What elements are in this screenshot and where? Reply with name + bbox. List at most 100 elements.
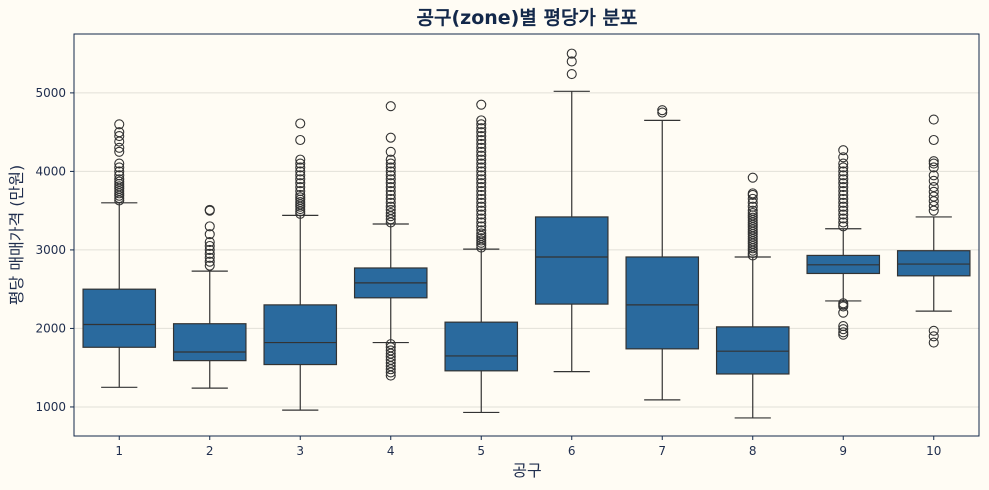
outlier-point <box>476 205 487 216</box>
chart-title: 공구(zone)별 평당가 분포 <box>417 7 638 29</box>
outlier-point <box>114 170 125 181</box>
outlier-point <box>204 204 215 215</box>
outlier-point <box>114 136 125 147</box>
outlier-point <box>114 127 125 138</box>
outlier-point <box>476 174 487 185</box>
outlier-point <box>476 134 487 146</box>
outlier-point <box>385 146 396 157</box>
outlier-point <box>114 119 125 130</box>
outlier-point <box>295 192 306 203</box>
outlier-point <box>385 174 396 185</box>
outlier-point <box>476 138 487 149</box>
outlier-point <box>295 196 306 208</box>
outlier-point <box>204 256 215 267</box>
box-iqr <box>444 321 519 372</box>
outlier-point <box>838 298 849 309</box>
outlier-point <box>476 228 487 239</box>
outlier-point <box>385 342 396 353</box>
outlier-point <box>385 101 396 112</box>
outlier-point <box>657 107 668 118</box>
outlier-point <box>928 158 939 169</box>
y-tick-label: 3000 <box>35 243 66 257</box>
outlier-point <box>838 145 849 156</box>
y-axis-label: 평당 매매가격 (만원) <box>7 165 26 305</box>
box-iqr <box>534 216 609 305</box>
outlier-point <box>928 186 939 197</box>
outlier-point <box>295 174 306 185</box>
outlier-point <box>838 221 849 232</box>
outlier-point <box>566 48 577 59</box>
outlier-point <box>204 221 215 232</box>
outlier-point <box>838 205 849 216</box>
outlier-point <box>838 209 849 220</box>
box-group-6 <box>534 48 609 373</box>
outlier-point <box>476 201 487 212</box>
outlier-point <box>114 146 125 157</box>
outlier-point <box>476 131 487 142</box>
outlier-point <box>476 127 487 138</box>
box-group-8 <box>715 172 790 419</box>
outlier-point <box>114 158 125 169</box>
box-group-2 <box>172 204 247 389</box>
outlier-point <box>476 115 487 126</box>
outlier-point <box>838 197 849 208</box>
outlier-point <box>476 170 487 181</box>
outlier-point <box>476 217 487 228</box>
outlier-point <box>838 201 849 212</box>
outlier-point <box>385 132 396 143</box>
outlier-point <box>114 162 125 173</box>
plot-frame <box>73 33 980 437</box>
outlier-point <box>838 170 849 181</box>
box-group-7 <box>625 105 700 401</box>
outlier-point <box>476 189 487 201</box>
outlier-point <box>747 172 758 183</box>
outlier-point <box>566 68 577 80</box>
outlier-point <box>385 204 396 215</box>
outlier-point <box>476 178 487 189</box>
outlier-point <box>476 150 487 161</box>
outlier-point <box>747 212 758 223</box>
outlier-point <box>295 185 306 197</box>
outlier-point <box>204 252 215 263</box>
outlier-point <box>838 217 849 228</box>
outlier-point <box>204 240 215 252</box>
outlier-point <box>114 142 125 153</box>
outlier-point <box>928 325 939 336</box>
outlier-point <box>385 154 396 165</box>
outlier-point <box>385 170 396 181</box>
outlier-point <box>928 331 939 342</box>
outlier-point <box>928 156 939 167</box>
outlier-point <box>838 321 849 332</box>
outlier-point <box>204 244 215 255</box>
outlier-point <box>657 105 668 116</box>
box-iqr <box>82 288 157 348</box>
outlier-point <box>928 134 939 146</box>
outlier-point <box>204 229 215 240</box>
outlier-point <box>476 193 487 204</box>
x-axis-ticks: 1 2 3 4 5 6 7 8 9 10 <box>115 436 941 458</box>
outlier-point <box>838 213 849 224</box>
outlier-point <box>838 152 849 163</box>
outlier-point <box>928 175 939 186</box>
outlier-point <box>476 225 487 236</box>
outlier-point <box>114 166 125 177</box>
outlier-point <box>928 114 939 125</box>
outlier-point <box>747 188 758 199</box>
x-tick-label: 4 <box>387 444 395 458</box>
box-iqr <box>715 326 790 375</box>
outlier-point <box>476 119 487 130</box>
outlier-point <box>385 189 396 201</box>
outlier-point <box>385 201 396 212</box>
box-group-3 <box>263 118 338 411</box>
x-tick-label: 2 <box>206 444 214 458</box>
x-tick-label: 1 <box>115 444 123 458</box>
outlier-point <box>928 170 939 181</box>
outlier-point <box>476 166 487 177</box>
outlier-point <box>295 166 306 177</box>
box-group-10 <box>896 114 971 348</box>
outlier-point <box>566 56 577 67</box>
box-iqr <box>172 323 247 362</box>
outlier-point <box>295 182 306 193</box>
y-tick-label: 4000 <box>35 164 66 178</box>
outlier-point <box>476 123 487 134</box>
